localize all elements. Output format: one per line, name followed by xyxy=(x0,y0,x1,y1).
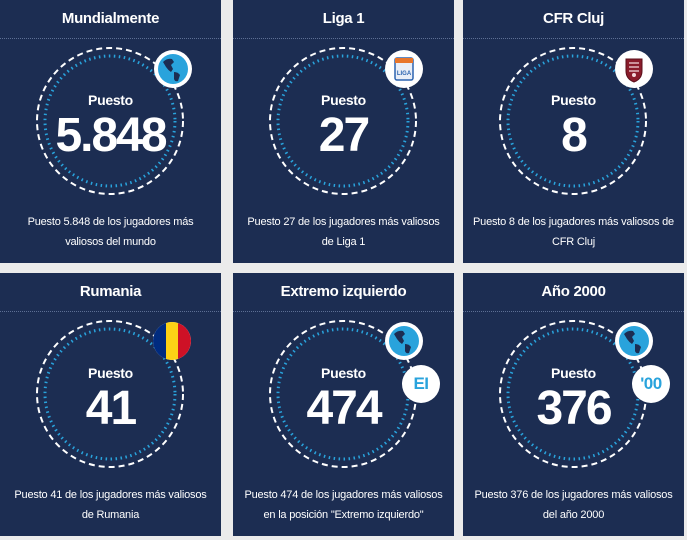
rank-label: Puesto xyxy=(321,92,366,108)
rank-label: Puesto xyxy=(551,365,596,381)
rank-description: Puesto 8 de los jugadores más valiosos d… xyxy=(473,216,674,248)
rank-description: Puesto 41 de los jugadores más valiosos … xyxy=(14,489,207,521)
ranking-ring: Puesto 8 xyxy=(463,39,684,201)
card-title: Mundialmente xyxy=(0,0,221,39)
rank-label: Puesto xyxy=(551,92,596,108)
rank-value: 8 xyxy=(561,109,588,162)
ranking-ring: Puesto 27 xyxy=(233,39,454,201)
year-badge: '00 xyxy=(632,365,670,403)
liga-1-logo-icon: LIGA xyxy=(385,50,423,88)
rank-value: 41 xyxy=(85,382,137,435)
globe-icon xyxy=(154,50,192,88)
ring-graphic xyxy=(269,47,417,195)
romania-flag-icon xyxy=(153,322,191,360)
ranking-card-cfr-cluj[interactable]: CFR Cluj Puesto 8 Puesto 8 de los jugado… xyxy=(463,0,684,263)
rank-description: Puesto 376 de los jugadores más valiosos… xyxy=(474,489,673,521)
rank-value: 27 xyxy=(318,109,370,162)
rank-description: Puesto 27 de los jugadores más valiosos … xyxy=(247,216,440,248)
rank-label: Puesto xyxy=(88,365,133,381)
rank-label: Puesto xyxy=(321,365,366,381)
rank-value: 376 xyxy=(536,382,612,435)
ranking-card-worldwide[interactable]: Mundialmente Puesto 5.848 Puesto 5.848 d… xyxy=(0,0,221,263)
card-title: CFR Cluj xyxy=(463,0,684,39)
ranking-ring: Puesto 41 xyxy=(0,312,221,474)
ranking-ring: Puesto 5.848 xyxy=(0,39,221,201)
rank-label: Puesto xyxy=(88,92,133,108)
ring-graphic xyxy=(499,47,647,195)
ring-graphic xyxy=(36,320,184,468)
card-title: Extremo izquierdo xyxy=(233,273,454,312)
rank-description: Puesto 474 de los jugadores más valiosos… xyxy=(244,489,443,521)
ranking-card-year-2000[interactable]: Año 2000 Puesto 376 '00 Puesto 376 de lo… xyxy=(463,273,684,536)
rank-value: 5.848 xyxy=(55,109,167,162)
globe-icon xyxy=(615,322,653,360)
svg-text:LIGA: LIGA xyxy=(397,71,412,77)
globe-icon xyxy=(385,322,423,360)
ranking-card-romania[interactable]: Rumania Puesto 41 Puesto 41 de los jugad… xyxy=(0,273,221,536)
rank-description: Puesto 5.848 de los jugadores más valios… xyxy=(27,216,194,248)
ranking-ring: Puesto 376 xyxy=(463,312,684,474)
card-title: Rumania xyxy=(0,273,221,312)
position-badge: EI xyxy=(402,365,440,403)
rank-value: 474 xyxy=(306,382,382,435)
card-title: Liga 1 xyxy=(233,0,454,39)
ranking-card-liga-1[interactable]: Liga 1 Puesto 27 LIGA Puesto 27 de los j… xyxy=(233,0,454,263)
card-title: Año 2000 xyxy=(463,273,684,312)
ranking-card-left-winger[interactable]: Extremo izquierdo Puesto 474 EI Puesto 4… xyxy=(233,273,454,536)
cfr-cluj-crest-icon xyxy=(615,50,653,88)
ring-graphic xyxy=(36,47,184,195)
